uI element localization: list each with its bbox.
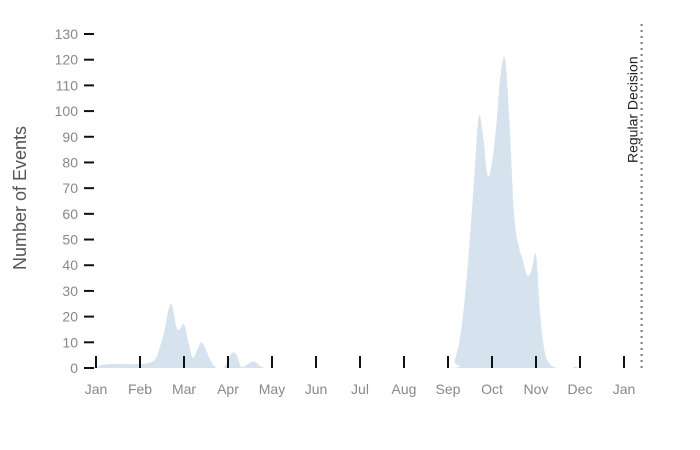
y-tick-label: 0	[70, 360, 78, 376]
regular-decision-label: Regular Decision	[625, 56, 641, 163]
plot-area	[96, 56, 646, 368]
x-tick-label: Mar	[172, 381, 196, 397]
x-tick-label: Aug	[392, 381, 417, 397]
x-tick-label: Apr	[217, 381, 239, 397]
y-tick-label: 70	[62, 180, 78, 196]
y-tick-label: 50	[62, 232, 78, 248]
y-tick-label: 120	[55, 52, 79, 68]
y-tick-label: 20	[62, 309, 78, 325]
x-tick-label: Jul	[351, 381, 369, 397]
annotations: Regular Decision	[625, 24, 643, 368]
x-axis-ticks: Jan Feb Mar Apr May Jun Jul Aug Sep Oct Nov Dec Jan	[85, 356, 636, 397]
y-tick-label: 80	[62, 154, 78, 170]
y-tick-label: 90	[62, 129, 78, 145]
area-series-0	[96, 56, 646, 368]
x-tick-label: May	[259, 381, 285, 397]
x-tick-label: Sep	[436, 381, 461, 397]
y-tick-label: 110	[56, 77, 79, 93]
x-tick-label: Nov	[524, 381, 549, 397]
y-tick-label: 10	[62, 334, 78, 350]
y-axis-ticks: 0 10 20 30 40 50 60 70 80 90 100 110 120 130	[55, 26, 94, 376]
x-tick-label: Jan	[613, 381, 636, 397]
y-tick-label: 130	[55, 26, 79, 42]
x-tick-label: Dec	[568, 381, 593, 397]
x-tick-label: Feb	[128, 381, 152, 397]
x-tick-label: Jun	[305, 381, 328, 397]
y-axis-title: Number of Events	[10, 126, 30, 270]
y-tick-label: 30	[62, 283, 78, 299]
x-tick-label: Oct	[481, 381, 503, 397]
y-tick-label: 60	[62, 206, 78, 222]
y-tick-label: 40	[62, 257, 78, 273]
x-tick-label: Jan	[85, 381, 108, 397]
y-tick-label: 100	[55, 103, 79, 119]
